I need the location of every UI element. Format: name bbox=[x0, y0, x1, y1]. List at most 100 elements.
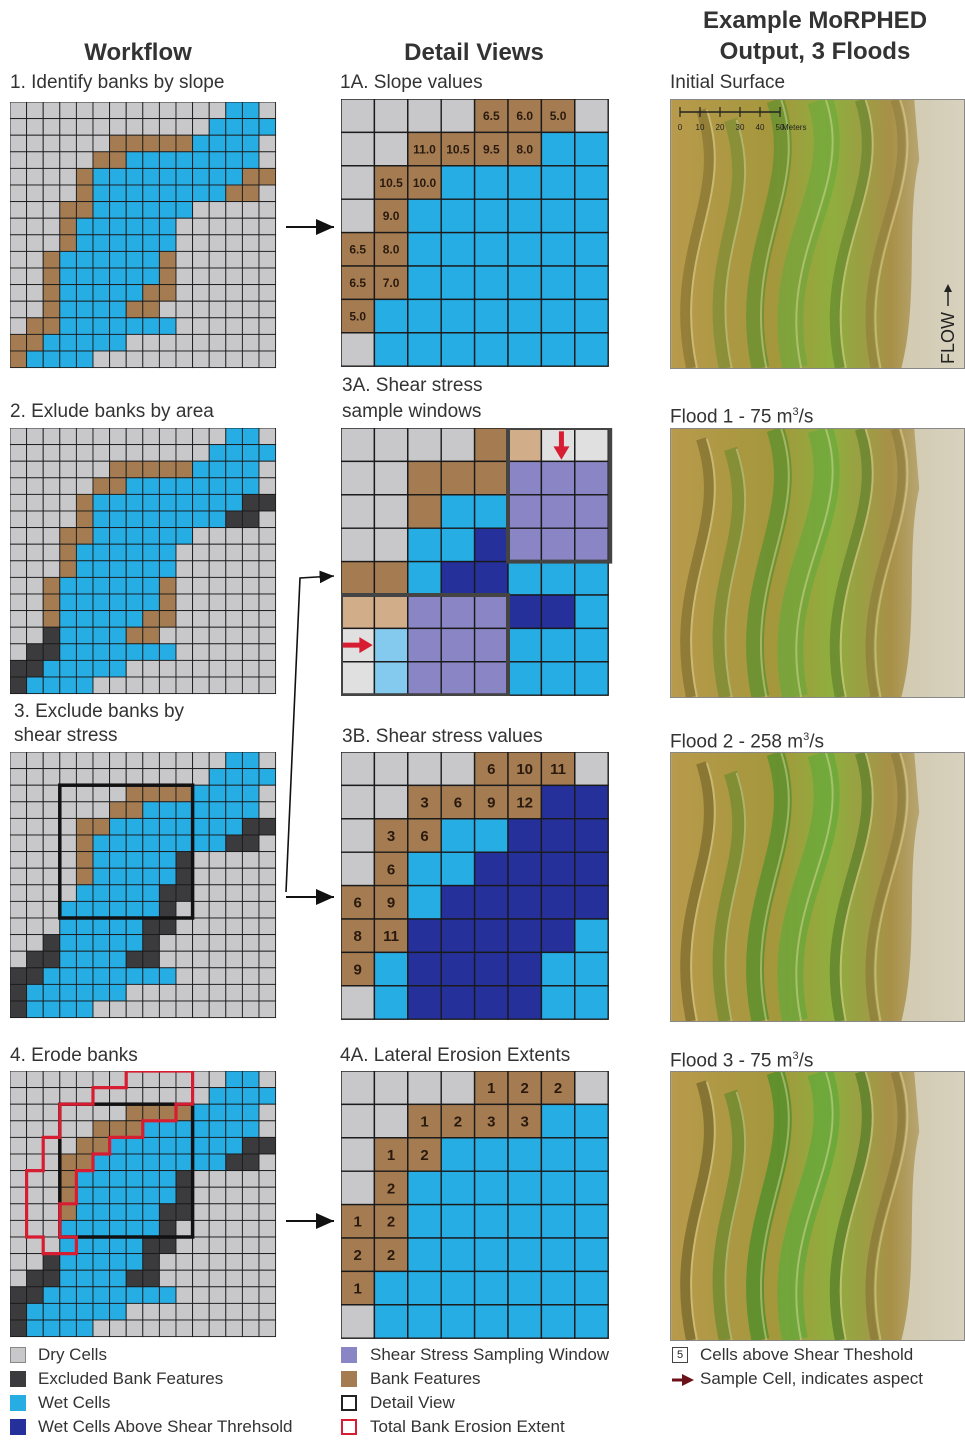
dry-cell bbox=[42, 543, 61, 562]
dry-cell bbox=[142, 1302, 160, 1321]
dry-cell bbox=[109, 752, 127, 770]
wet-cell bbox=[59, 250, 77, 269]
dry-cell bbox=[225, 543, 243, 562]
legend-swatch-dry bbox=[10, 1347, 26, 1363]
dry-cell bbox=[42, 1087, 61, 1105]
wet-cell bbox=[473, 494, 509, 529]
wet-cell bbox=[373, 985, 409, 1020]
wet-cell bbox=[241, 444, 260, 462]
dry-cell bbox=[10, 768, 28, 786]
legend-bank: Bank Features bbox=[370, 1369, 481, 1388]
dry-cell bbox=[42, 460, 61, 479]
dry-cell bbox=[92, 428, 111, 446]
wet-cell bbox=[158, 527, 177, 545]
dry-cell bbox=[241, 527, 260, 545]
wet-cell bbox=[473, 1170, 509, 1206]
dry-cell bbox=[373, 99, 409, 134]
wet-cell bbox=[208, 493, 227, 512]
wet-above-cell bbox=[440, 884, 476, 920]
wet-above-cell bbox=[473, 951, 509, 987]
excluded-cell bbox=[125, 950, 144, 969]
wet-above-cell bbox=[574, 851, 609, 887]
wet-above-cell bbox=[507, 951, 543, 987]
wet-cell bbox=[75, 1302, 94, 1321]
dry-cell bbox=[225, 1186, 243, 1205]
dry-cell bbox=[175, 1302, 194, 1321]
dry-cell bbox=[75, 477, 94, 495]
dry-cell bbox=[258, 151, 277, 169]
wet-cell bbox=[109, 593, 127, 612]
bank-cell bbox=[158, 267, 177, 286]
wet-above-cell bbox=[473, 985, 509, 1020]
excluded-cell bbox=[10, 1319, 28, 1338]
wet-cell bbox=[225, 1120, 243, 1138]
bank-cell bbox=[75, 817, 94, 836]
dry-cell bbox=[26, 593, 44, 612]
bank-cell bbox=[75, 1136, 94, 1155]
dry-cell bbox=[208, 1071, 227, 1089]
wet-cell bbox=[75, 659, 94, 678]
dry-cell bbox=[208, 234, 227, 252]
wet-cell bbox=[473, 332, 509, 367]
wet-cell bbox=[473, 1203, 509, 1239]
dry-cell bbox=[26, 1219, 44, 1238]
excluded-cell bbox=[241, 493, 260, 512]
wet-cell bbox=[92, 659, 111, 678]
scale-bar: 0 10 20 30 40 50 Meters bbox=[678, 107, 806, 132]
dry-cell bbox=[225, 1203, 243, 1221]
wet-cell bbox=[473, 1237, 509, 1273]
dry-cell bbox=[241, 350, 260, 369]
wet-cell bbox=[225, 102, 243, 120]
wet-cell bbox=[125, 250, 144, 269]
excluded-cell bbox=[26, 950, 44, 969]
wet-cell bbox=[75, 917, 94, 936]
dry-cell bbox=[59, 867, 77, 886]
dry-cell bbox=[42, 134, 61, 153]
dry-cell bbox=[241, 676, 260, 695]
wet-cell bbox=[109, 267, 127, 286]
dry-cell bbox=[158, 300, 177, 319]
wet-cell bbox=[158, 1153, 177, 1172]
excluded-cell bbox=[142, 1269, 160, 1288]
dry-cell bbox=[175, 752, 194, 770]
dry-cell bbox=[10, 134, 28, 153]
bank-cell bbox=[59, 560, 77, 578]
excluded-cell bbox=[225, 834, 243, 853]
dry-cell bbox=[26, 1071, 44, 1089]
dry-cell bbox=[10, 560, 28, 578]
dry-cell bbox=[26, 300, 44, 319]
wet-cell bbox=[59, 317, 77, 335]
wet-cell bbox=[158, 1120, 177, 1138]
dry-cell bbox=[158, 659, 177, 678]
wet-cell bbox=[92, 184, 111, 203]
bank-cell bbox=[142, 1103, 160, 1122]
wet-cell bbox=[540, 1304, 576, 1339]
dry-cell bbox=[225, 1219, 243, 1238]
wet-cell bbox=[59, 1000, 77, 1019]
dry-cell bbox=[26, 934, 44, 952]
dry-cell bbox=[225, 217, 243, 236]
wet-cell bbox=[109, 167, 127, 186]
dry-cell bbox=[10, 267, 28, 286]
scale-bar-unit: Meters bbox=[782, 123, 806, 132]
bank-cell bbox=[440, 460, 476, 496]
wet-cell bbox=[507, 1237, 543, 1273]
dry-cell bbox=[208, 1253, 227, 1271]
light-dry-cell bbox=[540, 428, 576, 463]
excluded-cell bbox=[10, 659, 28, 678]
bank-light-cell bbox=[373, 594, 409, 630]
wet-cell bbox=[109, 300, 127, 319]
wet-cell bbox=[241, 102, 260, 120]
bank-cell bbox=[59, 1170, 77, 1188]
dry-cell bbox=[125, 752, 144, 770]
wet-above-cell bbox=[473, 527, 509, 563]
wet-cell bbox=[440, 1304, 476, 1339]
dry-cell bbox=[42, 510, 61, 529]
wet-cell bbox=[241, 1087, 260, 1105]
wet-cell bbox=[92, 593, 111, 612]
wet-cell bbox=[440, 1170, 476, 1206]
wet-cell bbox=[125, 851, 144, 869]
dry-cell bbox=[10, 950, 28, 969]
workflow-grid-2 bbox=[10, 428, 277, 695]
dry-cell bbox=[42, 1203, 61, 1221]
